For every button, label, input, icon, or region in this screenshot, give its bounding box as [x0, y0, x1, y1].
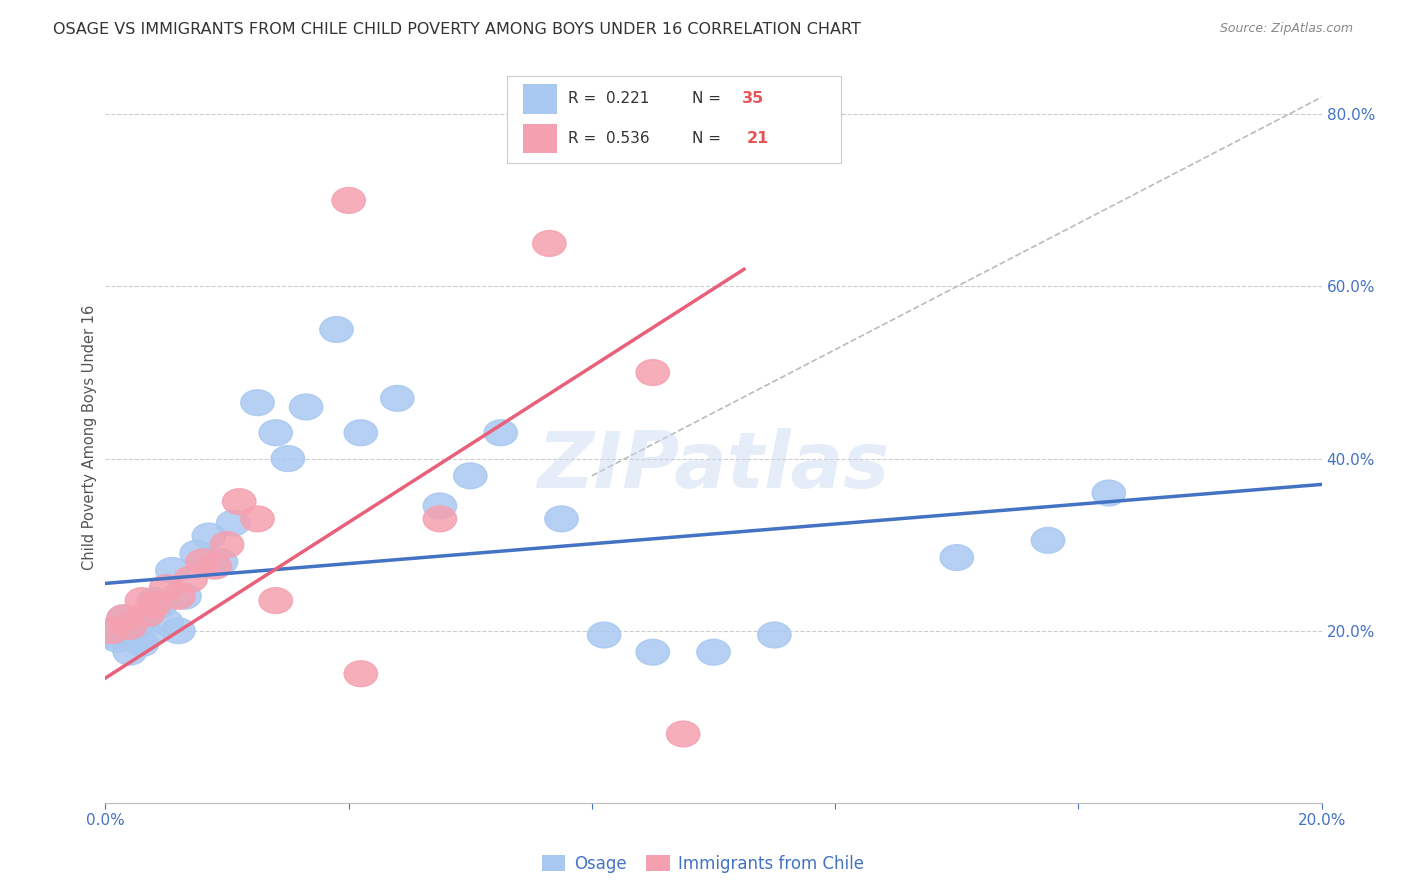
Y-axis label: Child Poverty Among Boys Under 16: Child Poverty Among Boys Under 16: [82, 304, 97, 570]
Ellipse shape: [193, 523, 225, 549]
Text: N =: N =: [692, 131, 730, 146]
Ellipse shape: [131, 600, 165, 626]
Text: 21: 21: [747, 131, 769, 146]
Text: OSAGE VS IMMIGRANTS FROM CHILE CHILD POVERTY AMONG BOYS UNDER 16 CORRELATION CHA: OSAGE VS IMMIGRANTS FROM CHILE CHILD POV…: [53, 22, 862, 37]
Text: 35: 35: [741, 91, 763, 106]
Ellipse shape: [125, 631, 159, 657]
Text: R =  0.221: R = 0.221: [568, 91, 650, 106]
Ellipse shape: [332, 187, 366, 213]
Ellipse shape: [107, 605, 141, 631]
Ellipse shape: [162, 583, 195, 609]
Ellipse shape: [381, 385, 413, 411]
Ellipse shape: [240, 390, 274, 416]
Ellipse shape: [533, 230, 567, 256]
Ellipse shape: [1092, 480, 1126, 506]
Ellipse shape: [259, 588, 292, 614]
Ellipse shape: [240, 506, 274, 532]
Text: ZIPatlas: ZIPatlas: [537, 428, 890, 504]
Ellipse shape: [149, 574, 183, 600]
Ellipse shape: [344, 661, 378, 687]
Ellipse shape: [259, 420, 292, 446]
Ellipse shape: [484, 420, 517, 446]
Ellipse shape: [107, 605, 141, 631]
Ellipse shape: [1031, 527, 1064, 553]
Ellipse shape: [423, 493, 457, 519]
Ellipse shape: [290, 394, 323, 420]
FancyBboxPatch shape: [523, 124, 557, 153]
Ellipse shape: [211, 532, 243, 558]
Ellipse shape: [167, 583, 201, 609]
Ellipse shape: [544, 506, 578, 532]
Ellipse shape: [636, 640, 669, 665]
Ellipse shape: [636, 359, 669, 385]
Legend: Osage, Immigrants from Chile: Osage, Immigrants from Chile: [536, 848, 870, 880]
Text: R =  0.536: R = 0.536: [568, 131, 650, 146]
Ellipse shape: [156, 558, 188, 583]
Ellipse shape: [204, 549, 238, 574]
Ellipse shape: [217, 510, 250, 536]
Ellipse shape: [94, 618, 128, 644]
Ellipse shape: [138, 592, 170, 618]
Ellipse shape: [758, 622, 792, 648]
Ellipse shape: [162, 618, 195, 644]
Ellipse shape: [941, 545, 973, 571]
Ellipse shape: [143, 592, 177, 618]
Ellipse shape: [138, 588, 170, 614]
Ellipse shape: [112, 640, 146, 665]
Ellipse shape: [149, 609, 183, 635]
FancyBboxPatch shape: [506, 77, 841, 162]
Ellipse shape: [112, 614, 146, 640]
Ellipse shape: [666, 721, 700, 747]
Ellipse shape: [125, 588, 159, 614]
Ellipse shape: [344, 420, 378, 446]
Ellipse shape: [120, 614, 153, 640]
Ellipse shape: [271, 446, 305, 472]
Text: Source: ZipAtlas.com: Source: ZipAtlas.com: [1219, 22, 1353, 36]
Ellipse shape: [588, 622, 621, 648]
Ellipse shape: [131, 622, 165, 648]
Ellipse shape: [423, 506, 457, 532]
Ellipse shape: [697, 640, 730, 665]
Ellipse shape: [94, 622, 128, 648]
Ellipse shape: [319, 317, 353, 343]
Text: N =: N =: [692, 91, 725, 106]
Ellipse shape: [186, 549, 219, 574]
Ellipse shape: [222, 489, 256, 515]
Ellipse shape: [174, 566, 207, 592]
FancyBboxPatch shape: [523, 84, 557, 113]
Ellipse shape: [198, 553, 232, 579]
Ellipse shape: [454, 463, 486, 489]
Ellipse shape: [180, 541, 214, 566]
Ellipse shape: [101, 626, 135, 652]
